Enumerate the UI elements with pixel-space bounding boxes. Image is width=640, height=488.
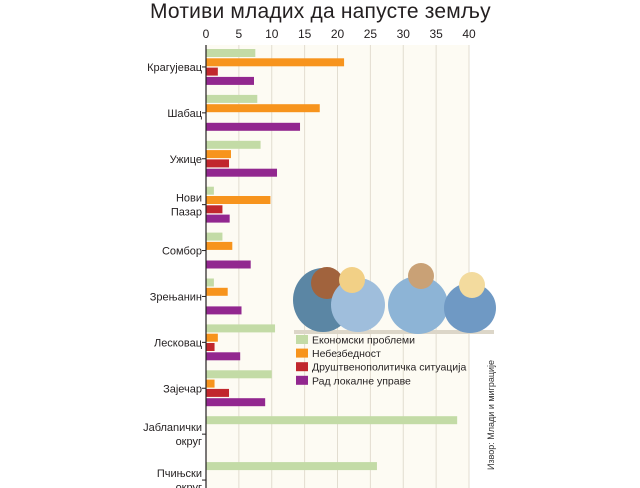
bar-3 — [206, 159, 230, 168]
x-tick-label: 15 — [298, 27, 312, 41]
legend-label: Економски проблеми — [312, 335, 415, 347]
bar-1 — [206, 416, 458, 425]
bar-4 — [206, 76, 254, 85]
category-label: Шабац — [167, 108, 202, 120]
bar-4 — [206, 398, 266, 407]
category-label: округ — [176, 436, 202, 448]
x-tick-label: 35 — [429, 27, 443, 41]
bar-4 — [206, 352, 241, 361]
bar-4 — [206, 306, 242, 315]
category-label: округ — [176, 482, 202, 488]
category-label: Пазар — [171, 207, 202, 219]
bar-3 — [206, 67, 218, 76]
category-label: Сомбор — [162, 246, 202, 258]
bar-2 — [206, 150, 231, 159]
legend-label: Небезбедност — [312, 348, 381, 360]
bar-2 — [206, 58, 345, 67]
bar-3 — [206, 343, 215, 351]
category-label: Ужице — [170, 154, 202, 166]
bar-4 — [206, 168, 278, 177]
legend-swatch — [296, 362, 308, 372]
bar-4 — [206, 260, 251, 269]
category-label: Нови — [176, 193, 202, 205]
bar-1 — [206, 278, 214, 287]
bar-1 — [206, 94, 258, 103]
bar-2 — [206, 104, 320, 113]
x-tick-label: 30 — [397, 27, 411, 41]
bar-1 — [206, 462, 377, 471]
bar-2 — [206, 196, 271, 204]
legend-swatch — [296, 375, 308, 385]
legend-swatch — [296, 335, 308, 344]
source-note: Извор: Млади и миграције — [486, 359, 496, 470]
bar-2 — [206, 241, 233, 250]
bar-1 — [206, 232, 223, 241]
bar-1 — [206, 140, 261, 149]
bar-1 — [206, 49, 256, 57]
bar-2 — [206, 379, 215, 388]
bar-2 — [206, 287, 228, 296]
legend-label: Друштвенополитичка ситуација — [312, 362, 466, 374]
x-tick-label: 0 — [203, 27, 210, 41]
category-label: Лесковац — [154, 337, 203, 349]
x-tick-label: 25 — [364, 27, 378, 41]
people-illustration — [293, 263, 496, 334]
x-tick-label: 5 — [236, 27, 243, 41]
legend-swatch — [296, 348, 308, 358]
bar-2 — [206, 333, 218, 342]
category-label: Крагујевац — [147, 62, 203, 74]
category-label: Зајечар — [163, 383, 202, 395]
category-label: Јаблanички — [143, 422, 202, 434]
x-tick-label: 10 — [265, 27, 279, 41]
x-tick-label: 20 — [331, 27, 345, 41]
bar-4 — [206, 122, 301, 131]
bar-1 — [206, 186, 214, 195]
bar-1 — [206, 370, 272, 379]
bar-4 — [206, 214, 230, 223]
category-label: Зрењанин — [150, 291, 202, 303]
bar-1 — [206, 324, 276, 333]
legend-label: Рад локалне управе — [312, 375, 411, 387]
bar-3 — [206, 388, 230, 397]
bar-3 — [206, 205, 223, 214]
category-label: Пчињски — [157, 468, 202, 480]
chart-title: Мотиви младих да напусте земљу — [150, 0, 491, 23]
x-tick-label: 40 — [462, 27, 476, 41]
